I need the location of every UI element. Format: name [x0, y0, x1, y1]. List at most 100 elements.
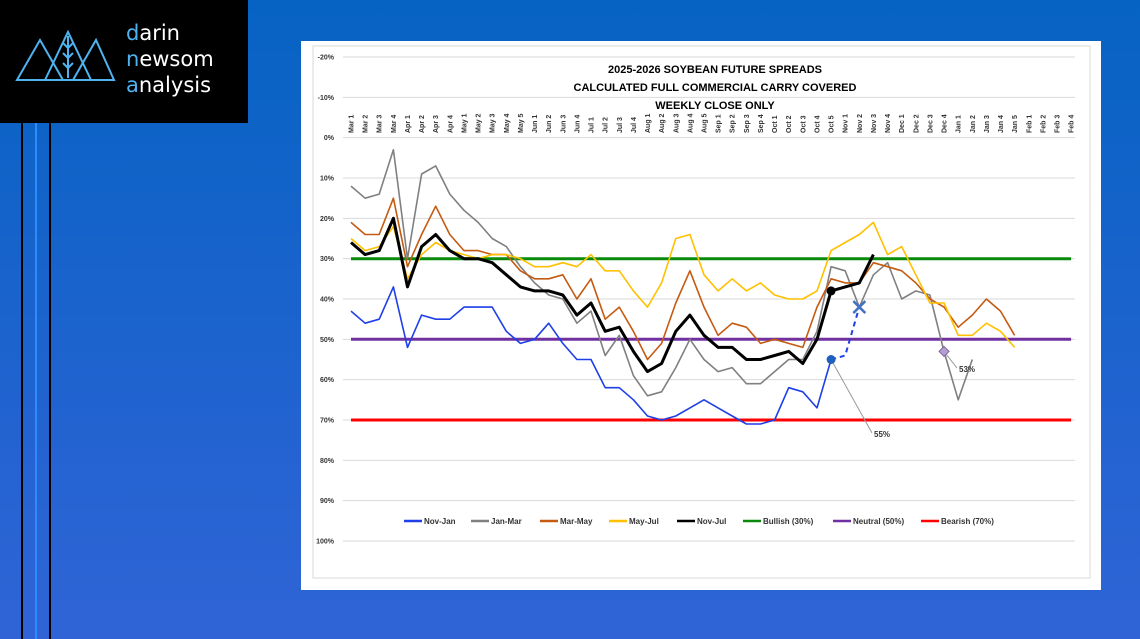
x-tick-label: Sep 2: [730, 114, 737, 133]
x-tick-label: Oct 5: [829, 115, 836, 133]
y-tick-label: 10%: [320, 176, 335, 183]
chart: 2025-2026 SOYBEAN FUTURE SPREADS CALCULA…: [301, 41, 1101, 590]
y-tick-label: 30%: [320, 256, 335, 263]
logo: darin newsom analysis: [0, 0, 248, 123]
x-tick-label: Feb 4: [1069, 115, 1076, 133]
logo-word: analysis: [126, 74, 211, 96]
legend-label: Bearish (70%): [941, 517, 994, 526]
x-tick-label: Oct 4: [814, 115, 821, 133]
x-tick-label: May 2: [476, 113, 483, 133]
annotation-label: 53%: [959, 365, 975, 374]
logo-rest: arin: [139, 21, 180, 45]
marker: [826, 355, 836, 364]
y-tick-label: 70%: [320, 418, 335, 425]
series-line: [350, 216, 875, 374]
x-tick-label: Jul 4: [631, 117, 638, 133]
x-tick-label: Mar 3: [377, 115, 384, 133]
x-tick-label: Jul 1: [589, 117, 596, 133]
legend-label: Bullish (30%): [763, 517, 814, 526]
y-tick-label: 100%: [316, 539, 335, 546]
x-tick-label: Mar 4: [391, 115, 398, 133]
marker: [826, 286, 836, 296]
chart-title: WEEKLY CLOSE ONLY: [655, 100, 775, 112]
x-tick-label: May 1: [461, 113, 468, 133]
x-tick-label: Apr 4: [447, 115, 454, 133]
marker: [852, 300, 867, 314]
x-tick-label: Dec 2: [913, 114, 920, 133]
marker: [938, 345, 950, 358]
x-tick-label: Jul 2: [603, 117, 610, 133]
x-tick-label: Jun 4: [574, 115, 581, 133]
x-tick-label: Feb 2: [1040, 115, 1047, 133]
x-tick-label: Nov 1: [843, 114, 850, 133]
y-tick-label: 90%: [320, 498, 335, 505]
x-tick-label: Aug 1: [645, 113, 652, 133]
x-tick-label: May 5: [518, 113, 525, 133]
x-tick-label: Aug 4: [687, 113, 694, 133]
y-tick-label: -10%: [318, 95, 335, 102]
series-line: [350, 221, 1016, 348]
y-tick-label: 60%: [320, 377, 335, 384]
logo-rest: ewsom: [139, 47, 214, 71]
x-tick-label: May 4: [504, 113, 511, 133]
x-tick-label: Nov 2: [857, 114, 864, 133]
series-line: [350, 286, 832, 425]
x-tick-label: Oct 1: [772, 115, 779, 133]
x-tick-label: Apr 1: [405, 115, 412, 133]
x-tick-label: Feb 1: [1026, 115, 1033, 133]
chart-title: 2025-2026 SOYBEAN FUTURE SPREADS: [608, 64, 822, 76]
chart-title: CALCULATED FULL COMMERCIAL CARRY COVERED: [574, 82, 857, 94]
y-tick-label: 80%: [320, 458, 335, 465]
series-line: [350, 197, 1016, 361]
logo-word: darin: [126, 22, 180, 44]
legend-label: Jan-Mar: [491, 517, 522, 526]
x-tick-label: Jun 3: [560, 115, 567, 133]
x-tick-label: Dec 4: [942, 114, 949, 133]
logo-initial: d: [126, 21, 140, 45]
logo-initial: a: [126, 73, 139, 97]
logo-icon: [15, 29, 116, 81]
series-line: [350, 149, 974, 401]
x-tick-label: Jun 1: [532, 115, 539, 133]
projection-line: [830, 306, 861, 361]
x-tick-label: Jan 3: [984, 115, 991, 133]
x-tick-label: Dec 3: [927, 114, 934, 133]
x-tick-label: Sep 3: [744, 114, 751, 133]
annotation-leader: [830, 359, 873, 434]
legend-label: Nov-Jan: [424, 517, 456, 526]
x-tick-label: Aug 2: [659, 113, 666, 133]
x-tick-label: Oct 3: [800, 115, 807, 133]
legend-label: May-Jul: [629, 517, 659, 526]
y-tick-label: 0%: [324, 135, 335, 142]
x-tick-label: Nov 4: [885, 114, 892, 133]
x-tick-label: Apr 3: [433, 115, 440, 133]
x-tick-label: Apr 2: [419, 115, 426, 133]
y-tick-label: 40%: [320, 297, 335, 304]
x-tick-label: Jun 2: [546, 115, 553, 133]
x-tick-label: Mar 2: [363, 115, 370, 133]
x-tick-label: Dec 1: [899, 114, 906, 133]
x-tick-label: Sep 1: [716, 114, 723, 133]
annotation-label: 55%: [874, 430, 890, 439]
x-tick-label: May 3: [490, 113, 497, 133]
legend-label: Neutral (50%): [853, 517, 904, 526]
x-tick-label: Nov 3: [871, 114, 878, 133]
y-tick-label: -20%: [318, 55, 335, 62]
y-tick-label: 50%: [320, 337, 335, 344]
x-tick-label: Jan 1: [956, 115, 963, 133]
x-tick-label: Feb 3: [1055, 115, 1062, 133]
logo-word: newsom: [126, 48, 214, 70]
x-tick-label: Jan 2: [970, 115, 977, 133]
logo-rest: nalysis: [138, 73, 212, 97]
legend-label: Nov-Jul: [697, 517, 726, 526]
plot-frame: [312, 45, 1091, 579]
x-tick-label: Jul 3: [617, 117, 624, 133]
legend-label: Mar-May: [560, 517, 593, 526]
x-tick-label: Oct 2: [786, 115, 793, 133]
y-tick-label: 20%: [320, 216, 335, 223]
x-tick-label: Jan 4: [998, 115, 1005, 133]
logo-initial: n: [126, 47, 140, 71]
x-tick-label: Aug 5: [702, 113, 709, 133]
